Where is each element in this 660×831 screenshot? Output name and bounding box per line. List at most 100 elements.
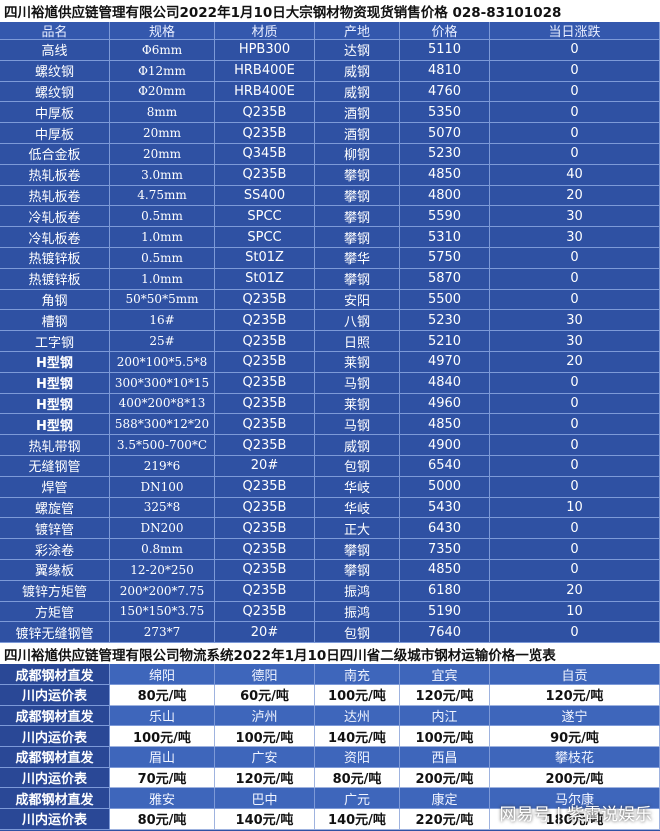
spec: 0.5mm — [110, 248, 215, 269]
origin: 振鸿 — [315, 601, 400, 623]
spec: 150*150*3.75 — [110, 601, 215, 623]
product: 螺纹钢 — [0, 60, 110, 82]
spec: 4.75mm — [110, 185, 215, 207]
material: Q235B — [215, 560, 315, 581]
material: Q235B — [215, 310, 315, 332]
product: 中厚板 — [0, 123, 110, 144]
price: 4970 — [400, 352, 490, 373]
price: 5750 — [400, 248, 490, 269]
spec: Φ6mm — [110, 40, 215, 61]
freight-price: 140元/吨 — [215, 809, 315, 830]
product: 焊管 — [0, 476, 110, 498]
material: Q235B — [215, 518, 315, 540]
change: 0 — [490, 622, 660, 644]
price: 5590 — [400, 206, 490, 228]
material: Q235B — [215, 352, 315, 373]
city: 达州 — [315, 705, 400, 727]
origin: 包钢 — [315, 456, 400, 477]
price: 6430 — [400, 518, 490, 540]
origin: 威钢 — [315, 60, 400, 82]
city: 乐山 — [110, 705, 215, 727]
price: 7350 — [400, 539, 490, 560]
price: 5230 — [400, 310, 490, 332]
city: 宜宾 — [400, 664, 490, 685]
spec: DN200 — [110, 518, 215, 540]
product: 热轧带钢 — [0, 435, 110, 456]
change: 0 — [490, 393, 660, 415]
change: 0 — [490, 248, 660, 269]
freight-price: 120元/吨 — [215, 767, 315, 789]
material: Q235B — [215, 539, 315, 560]
change: 0 — [490, 144, 660, 165]
change: 0 — [490, 40, 660, 61]
origin: 攀钢 — [315, 539, 400, 560]
change: 10 — [490, 601, 660, 623]
material: HRB400E — [215, 60, 315, 82]
origin: 酒钢 — [315, 102, 400, 124]
change: 0 — [490, 560, 660, 581]
price: 5500 — [400, 289, 490, 311]
city: 资阳 — [315, 747, 400, 768]
group-label: 川内运价表 — [0, 726, 110, 747]
freight-price: 100元/吨 — [315, 684, 400, 706]
material: Q235B — [215, 601, 315, 623]
material: Q235B — [215, 580, 315, 602]
material: St01Z — [215, 268, 315, 290]
product: 镀锌管 — [0, 518, 110, 540]
freight-price: 100元/吨 — [110, 726, 215, 747]
material: Q235B — [215, 289, 315, 311]
city: 德阳 — [215, 664, 315, 685]
product: 中厚板 — [0, 102, 110, 124]
origin: 华岐 — [315, 497, 400, 519]
column-header: 当日涨跌 — [490, 22, 660, 40]
spec: 200*100*5.5*8 — [110, 352, 215, 373]
freight-price: 80元/吨 — [315, 767, 400, 789]
origin: 八钢 — [315, 310, 400, 332]
product: 工字钢 — [0, 331, 110, 352]
price: 4840 — [400, 372, 490, 394]
price: 5310 — [400, 227, 490, 248]
price: 4850 — [400, 560, 490, 581]
spec: 400*200*8*13 — [110, 393, 215, 415]
product: 热镀锌板 — [0, 268, 110, 290]
origin: 攀钢 — [315, 206, 400, 228]
city: 马尔康 — [490, 788, 660, 810]
city: 自贡 — [490, 664, 660, 685]
material: Q235B — [215, 372, 315, 394]
change: 0 — [490, 539, 660, 560]
spec: 300*300*10*15 — [110, 372, 215, 394]
origin: 攀钢 — [315, 185, 400, 207]
price: 4810 — [400, 60, 490, 82]
spec: 588*300*12*20 — [110, 414, 215, 436]
material: SPCC — [215, 206, 315, 228]
origin: 日照 — [315, 331, 400, 352]
material: Q235B — [215, 476, 315, 498]
product: 槽钢 — [0, 310, 110, 332]
origin: 莱钢 — [315, 393, 400, 415]
freight-price: 200元/吨 — [490, 767, 660, 789]
material: Q235B — [215, 497, 315, 519]
price: 5000 — [400, 476, 490, 498]
material: Q235B — [215, 102, 315, 124]
product: 热轧板卷 — [0, 164, 110, 186]
freight-price: 140元/吨 — [315, 726, 400, 747]
group-label: 成都钢材直发 — [0, 747, 110, 768]
product: 热轧板卷 — [0, 185, 110, 207]
material: HPB300 — [215, 40, 315, 61]
spec: 3.5*500-700*C — [110, 435, 215, 456]
product: 低合金板 — [0, 144, 110, 165]
freight-price: 60元/吨 — [215, 684, 315, 706]
city: 绵阳 — [110, 664, 215, 685]
change: 0 — [490, 372, 660, 394]
title: 四川裕馗供应链管理有限公司2022年1月10日大宗钢材物资现货销售价格 028-… — [0, 0, 660, 22]
product: 镀锌方矩管 — [0, 580, 110, 602]
price: 4850 — [400, 164, 490, 186]
change: 30 — [490, 310, 660, 332]
material: 20# — [215, 456, 315, 477]
material: Q235B — [215, 164, 315, 186]
price: 4800 — [400, 185, 490, 207]
freight-price: 80元/吨 — [110, 684, 215, 706]
product: H型钢 — [0, 372, 110, 394]
product: 方矩管 — [0, 601, 110, 623]
